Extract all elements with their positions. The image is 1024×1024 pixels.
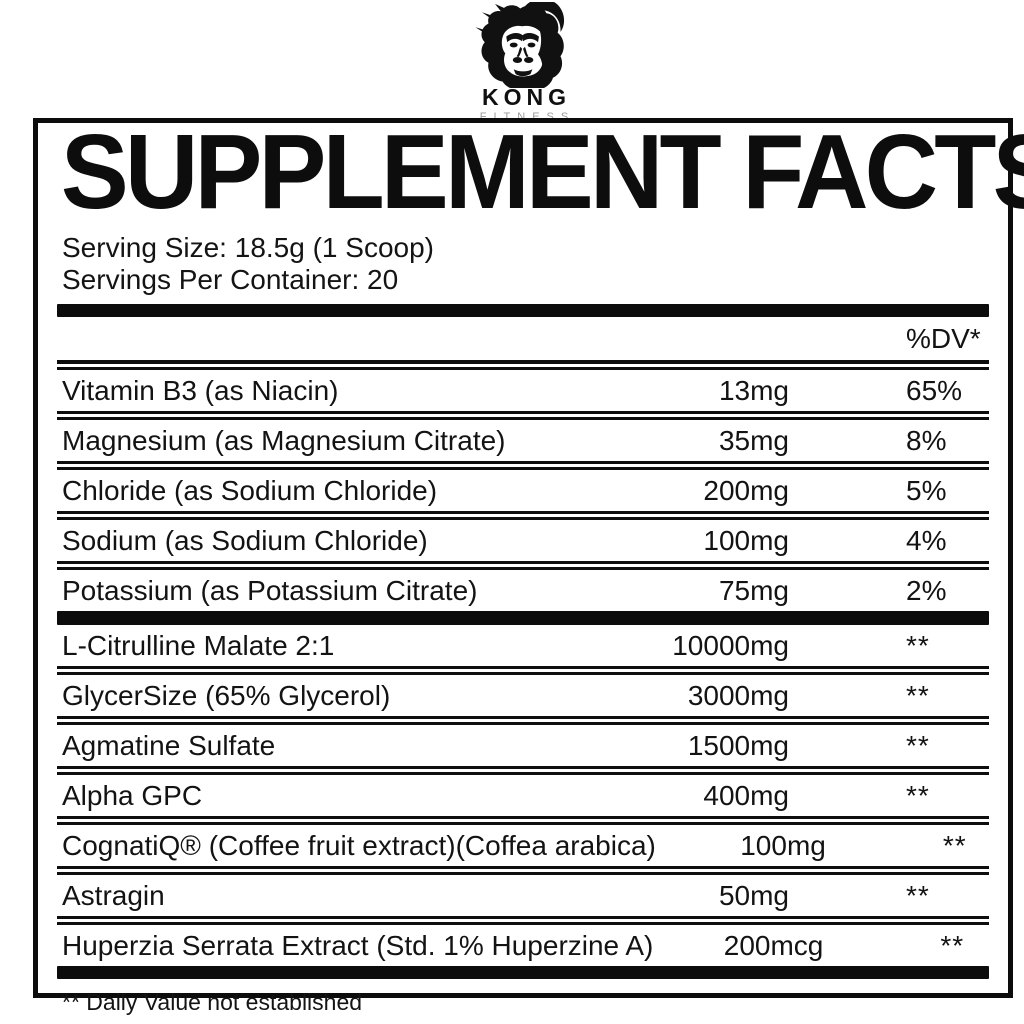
table-row: Vitamin B3 (as Niacin) 13mg 65% (57, 370, 989, 411)
ingredient-name: Agmatine Sulfate (62, 729, 276, 761)
row-separator (57, 461, 989, 471)
row-separator (57, 916, 989, 926)
table-row: Potassium (as Potassium Citrate) 75mg 2% (57, 570, 989, 611)
table-row: Alpha GPC 400mg ** (57, 775, 989, 816)
ingredient-name: Astragin (62, 879, 165, 911)
ingredient-amount: 100mg (740, 829, 826, 861)
section-divider-bar-top (57, 304, 989, 318)
table-row: CognatiQ® (Coffee fruit extract)(Coffea … (57, 825, 989, 866)
ingredient-name: Chloride (as Sodium Chloride) (62, 474, 438, 506)
row-separator (57, 816, 989, 826)
ingredient-dv: 5% (906, 474, 947, 506)
ingredient-amount: 400mg (703, 779, 789, 811)
serving-info: Serving Size: 18.5g (1 Scoop) Servings P… (57, 232, 989, 295)
ingredient-dv: ** (906, 879, 930, 911)
table-header-row: %DV* (57, 317, 989, 360)
panel-title: SUPPLEMENT FACTS (60, 113, 1024, 231)
ingredient-amount: 1500mg (687, 729, 789, 761)
row-separator (57, 866, 989, 876)
ingredient-amount: 35mg (718, 424, 789, 456)
supplement-facts-panel: SUPPLEMENT FACTS Serving Size: 18.5g (1 … (33, 113, 1024, 1015)
ingredient-amount: 200mg (703, 474, 789, 506)
ingredient-dv: ** (906, 729, 930, 761)
table-row: Huperzia Serrata Extract (Std. 1% Huperz… (57, 925, 989, 966)
ingredient-dv: ** (942, 829, 967, 861)
ingredient-name: Sodium (as Sodium Chloride) (62, 524, 428, 556)
section-divider-bar-bottom (57, 966, 989, 980)
ingredient-name: Alpha GPC (62, 779, 203, 811)
brand-subtitle: FITNESS (479, 111, 576, 123)
ingredient-name: GlycerSize (65% Glycerol) (62, 679, 391, 711)
ingredient-name: Vitamin B3 (as Niacin) (62, 374, 339, 406)
gorilla-head-icon (465, 2, 583, 88)
ingredient-amount: 13mg (718, 374, 789, 406)
table-row: GlycerSize (65% Glycerol) 3000mg ** (57, 675, 989, 716)
table-row: Sodium (as Sodium Chloride) 100mg 4% (57, 520, 989, 561)
ingredient-dv: 2% (906, 574, 947, 606)
dv-column-header: %DV* (906, 323, 981, 355)
servings-per-container: Servings Per Container: 20 (62, 263, 399, 295)
ingredient-amount: 75mg (718, 574, 789, 606)
ingredient-amount: 50mg (718, 879, 789, 911)
ingredient-name: Potassium (as Potassium Citrate) (62, 574, 478, 606)
brand-name: KONG (482, 84, 571, 110)
ingredient-dv: ** (940, 929, 965, 961)
row-separator (57, 716, 989, 726)
ingredient-dv: 65% (906, 374, 963, 406)
ingredient-name: L-Citrulline Malate 2:1 (62, 629, 335, 661)
table-row: Agmatine Sulfate 1500mg ** (57, 725, 989, 766)
brand-logo: KONG FITNESS (12, 0, 1024, 123)
ingredient-name: CognatiQ® (Coffee fruit extract)(Coffea … (62, 829, 656, 861)
ingredient-dv: ** (906, 629, 930, 661)
ingredient-dv: 8% (906, 424, 947, 456)
ingredient-amount: 200mcg (723, 929, 824, 961)
row-separator (57, 511, 989, 521)
table-row: Chloride (as Sodium Chloride) 200mg 5% (57, 470, 989, 511)
row-separator (57, 766, 989, 776)
row-separator (57, 411, 989, 421)
ingredient-name: Magnesium (as Magnesium Citrate) (62, 424, 506, 456)
ingredient-amount: 3000mg (687, 679, 789, 711)
ingredient-amount: 10000mg (672, 629, 789, 661)
table-row: Astragin 50mg ** (57, 875, 989, 916)
header-separator (57, 360, 989, 371)
table-row: Magnesium (as Magnesium Citrate) 35mg 8% (57, 420, 989, 461)
ingredient-name: Huperzia Serrata Extract (Std. 1% Huperz… (62, 929, 654, 961)
row-separator (57, 561, 989, 571)
ingredient-dv: ** (906, 679, 930, 711)
section-divider-bar-middle (57, 611, 989, 626)
ingredient-dv: 4% (906, 524, 947, 556)
table-row: L-Citrulline Malate 2:1 10000mg ** (57, 625, 989, 666)
daily-value-footnote: ** Daily Value not established (62, 989, 363, 1016)
ingredient-dv: ** (906, 779, 930, 811)
ingredient-amount: 100mg (703, 524, 789, 556)
serving-size: Serving Size: 18.5g (1 Scoop) (62, 232, 434, 264)
row-separator (57, 666, 989, 676)
